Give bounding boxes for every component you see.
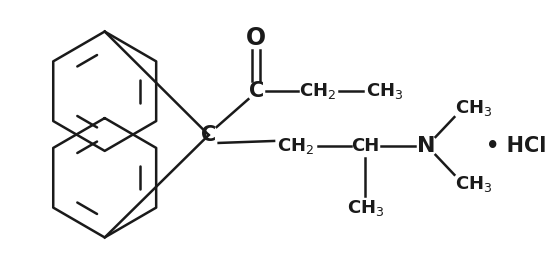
Text: CH: CH [351,137,379,155]
Text: • HCl: • HCl [486,136,546,156]
Text: O: O [246,27,266,51]
Text: CH$_2$: CH$_2$ [278,136,315,156]
Text: C: C [249,81,264,101]
Text: CH$_2$: CH$_2$ [299,81,336,101]
Text: CH$_3$: CH$_3$ [366,81,404,101]
Text: N: N [417,136,436,156]
Text: CH$_3$: CH$_3$ [455,98,493,118]
Text: CH$_3$: CH$_3$ [455,174,493,194]
Text: CH$_3$: CH$_3$ [346,198,384,218]
Text: C: C [201,125,217,145]
